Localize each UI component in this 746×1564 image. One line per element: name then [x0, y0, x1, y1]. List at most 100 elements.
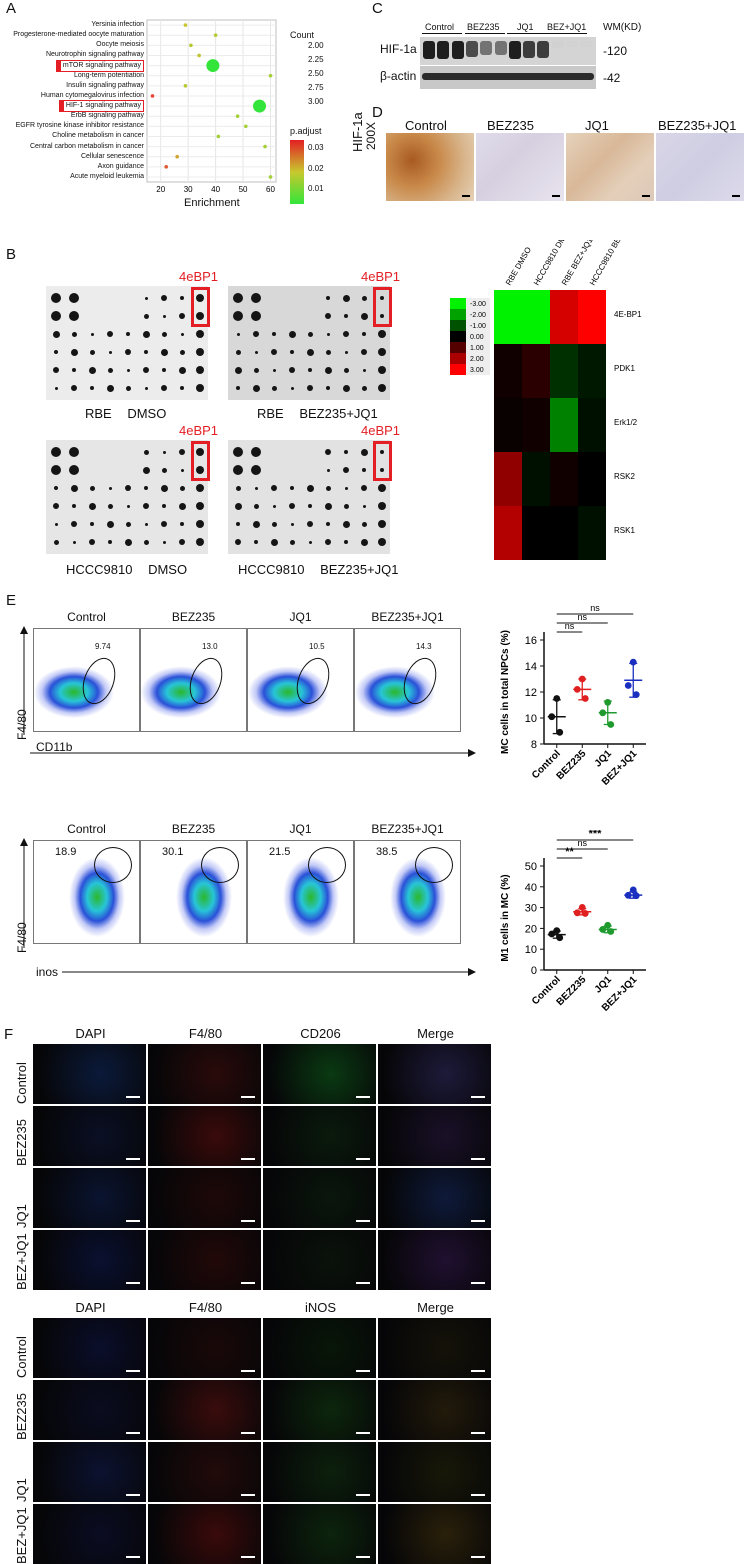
- heatmap-cell: [578, 452, 606, 506]
- array-spot: [252, 520, 260, 528]
- flow-plot-title: JQ1: [289, 822, 312, 836]
- array-membrane: [228, 440, 390, 554]
- if-scalebar: [471, 1158, 485, 1160]
- array-spot: [362, 332, 366, 336]
- heatmap-column-label: HCCC9810 BEZ+JQ1: [588, 240, 635, 287]
- flow-gate-value: 13.0: [202, 642, 218, 651]
- wb-band: [480, 41, 493, 56]
- chart-point: [629, 658, 637, 666]
- wb-underline-1: [422, 33, 462, 34]
- if-scalebar: [241, 1158, 255, 1160]
- array-spot: [235, 349, 241, 355]
- scale-label-bg: [466, 309, 490, 320]
- flow-gate-value: 18.9: [55, 846, 77, 858]
- array-spot: [360, 538, 368, 546]
- padj-label-1: 0.03: [308, 143, 324, 152]
- pathway-dot: [244, 124, 248, 129]
- if-scalebar: [471, 1220, 485, 1222]
- if-image: [148, 1380, 261, 1440]
- chart-point: [632, 892, 640, 900]
- scale-swatch: [450, 353, 466, 364]
- array-spot: [179, 449, 185, 455]
- chart-xtick-label: JQ1: [593, 974, 614, 995]
- array-spot: [326, 332, 330, 336]
- significance-label: ns: [565, 621, 575, 631]
- pathway-dot: [189, 43, 193, 48]
- array-spot: [54, 522, 58, 526]
- array-spot: [180, 386, 184, 390]
- if-image: [33, 1168, 146, 1228]
- heatmap-cell: [550, 398, 578, 452]
- array-spot: [88, 502, 96, 510]
- array-spot: [89, 539, 95, 545]
- array-spot: [325, 485, 331, 491]
- chart-ytick-label: 8: [531, 739, 537, 751]
- array-spot: [126, 332, 130, 336]
- array-spot: [271, 521, 277, 527]
- scale-swatch: [450, 342, 466, 353]
- array-spot: [196, 366, 204, 374]
- significance-label: **: [565, 846, 574, 858]
- array-spot: [125, 349, 131, 355]
- flow-bot-xaxis-arrow: [468, 968, 476, 976]
- if-column-title: DAPI: [75, 1026, 106, 1041]
- count-legend-label: 3.00: [308, 97, 324, 106]
- array-spot: [196, 484, 204, 492]
- flow-gate-value: 30.1: [162, 846, 184, 858]
- array-spot: [361, 485, 367, 491]
- count-legend-title: Count: [290, 30, 315, 40]
- scale-label-bg: [466, 331, 490, 342]
- if-image: [378, 1106, 491, 1166]
- array-spot: [361, 349, 367, 355]
- wb-band: [494, 41, 507, 56]
- heatmap-cell: [522, 344, 550, 398]
- array-spot: [236, 386, 240, 390]
- if-image: [33, 1044, 146, 1104]
- pathway-dot: [253, 99, 267, 113]
- flow-plot-title: BEZ235+JQ1: [371, 822, 444, 836]
- array-spot: [179, 313, 185, 319]
- if-scalebar: [356, 1220, 370, 1222]
- wb-wm-label: WM(KD): [603, 22, 642, 33]
- chart-ytick-label: 20: [525, 923, 537, 935]
- wb-band: [508, 41, 521, 59]
- flow-plot-title: BEZ235+JQ1: [371, 610, 444, 624]
- pathway-label: ErbB signaling pathway: [70, 112, 144, 120]
- chart-ytick-label: 12: [525, 687, 537, 699]
- array-spot: [53, 539, 59, 545]
- wb-underline-2: [465, 33, 505, 34]
- wb-band-actin: β-actin: [380, 69, 417, 83]
- array-spot: [72, 504, 76, 508]
- flow-plot-title: JQ1: [289, 610, 312, 624]
- if-image: [33, 1106, 146, 1166]
- if-scalebar: [126, 1370, 140, 1372]
- if-scalebar: [241, 1432, 255, 1434]
- x-tick-label: 40: [211, 185, 220, 194]
- heatmap-cell: [494, 398, 522, 452]
- panel-label-f: F: [4, 1026, 14, 1043]
- if-image: [263, 1318, 376, 1378]
- if-image: [378, 1318, 491, 1378]
- array-spot: [70, 348, 78, 356]
- array-spot: [251, 465, 261, 475]
- x-tick-label: 60: [266, 185, 275, 194]
- if-image: [33, 1380, 146, 1440]
- if-scalebar: [471, 1282, 485, 1284]
- array-spot: [290, 350, 294, 354]
- if-scalebar: [356, 1158, 370, 1160]
- array-spot: [196, 294, 204, 302]
- flow-plot-box: [33, 840, 140, 944]
- heatmap: -3.00 -2.00 -1.00 0.00 1.00 2.00 3.00 4E-BP1 PDK…: [450, 240, 642, 560]
- wb-actin-band: [422, 73, 594, 80]
- chart-point: [573, 909, 581, 917]
- array-spot: [70, 484, 78, 492]
- flow-top-xlabel: CD11b: [36, 740, 73, 754]
- array-spot: [308, 540, 312, 544]
- if-column-title: Merge: [417, 1300, 454, 1315]
- pathway-dot: [206, 59, 220, 73]
- if-scalebar: [126, 1096, 140, 1098]
- if-row-label: BEZ235: [14, 1119, 29, 1166]
- flow-plot-box: [247, 840, 354, 944]
- array-spot: [144, 486, 148, 490]
